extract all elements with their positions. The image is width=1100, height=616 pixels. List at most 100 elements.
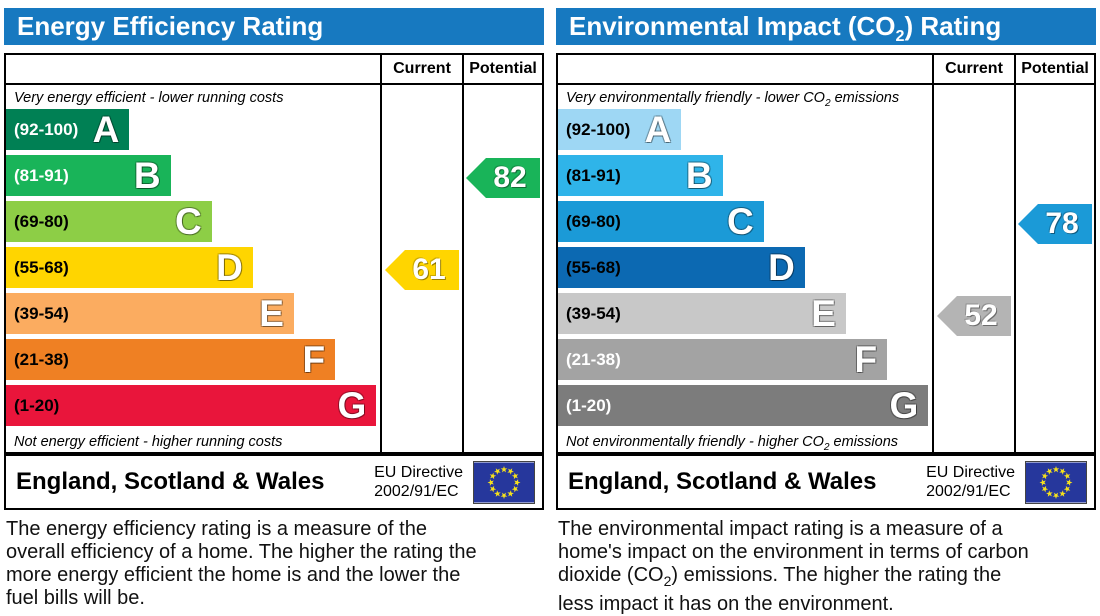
band-bar-g: (1-20) G bbox=[6, 385, 377, 426]
band-range-label: (39-54) bbox=[566, 303, 621, 323]
potential-column: 78 bbox=[1014, 85, 1094, 452]
top-note: Very environmentally friendly - lower CO… bbox=[558, 85, 932, 109]
region-label: England, Scotland & Wales bbox=[568, 468, 877, 495]
band-row-f: (21-38) F bbox=[6, 339, 380, 385]
band-row-b: (81-91) B bbox=[558, 155, 932, 201]
description-text: ) emissions. The higher the rating the l… bbox=[558, 564, 1002, 615]
band-range-label: (81-91) bbox=[14, 165, 69, 185]
band-bar-a: (92-100) A bbox=[558, 109, 682, 150]
band-letter: B bbox=[133, 155, 161, 196]
eu-directive-line2: 2002/91/EC bbox=[926, 483, 1011, 500]
top-note-text: Very energy efficient - lower running co… bbox=[14, 90, 284, 106]
band-row-e: (39-54) E bbox=[6, 293, 380, 339]
band-range-label: (39-54) bbox=[14, 303, 69, 323]
potential-column-header: Potential bbox=[462, 55, 542, 85]
bottom-note: Not energy efficient - higher running co… bbox=[6, 431, 380, 452]
band-letter: E bbox=[811, 293, 836, 334]
eu-flag-icon bbox=[1025, 460, 1087, 504]
description-text: The environmental impact rating is a mea… bbox=[558, 518, 1029, 586]
band-letter: D bbox=[216, 247, 243, 288]
band-row-c: (69-80) C bbox=[6, 201, 380, 247]
bottom-note: Not environmentally friendly - higher CO… bbox=[558, 431, 932, 452]
current-rating-value: 52 bbox=[964, 299, 998, 332]
panel-title: Environmental Impact (CO2) Rating bbox=[556, 8, 1096, 45]
bottom-note-subscript: 2 bbox=[823, 441, 830, 452]
band-row-g: (1-20) G bbox=[558, 385, 932, 431]
band-bar-f: (21-38) F bbox=[6, 339, 336, 380]
top-note-text: emissions bbox=[830, 90, 900, 106]
band-range-label: (81-91) bbox=[566, 165, 621, 185]
potential-rating-arrow: 82 bbox=[466, 158, 540, 198]
energy-efficiency-panel: Energy Efficiency Rating Current Potenti… bbox=[4, 8, 544, 616]
eu-directive-line1: EU Directive bbox=[926, 464, 1015, 481]
potential-column-header: Potential bbox=[1014, 55, 1094, 85]
eu-flag-icon bbox=[473, 460, 535, 504]
band-letter: B bbox=[685, 155, 713, 196]
band-row-d: (55-68) D bbox=[558, 247, 932, 293]
band-bar-d: (55-68) D bbox=[6, 247, 253, 288]
band-bar-e: (39-54) E bbox=[558, 293, 846, 334]
band-letter: C bbox=[174, 201, 202, 242]
band-letter: G bbox=[337, 385, 367, 426]
eu-directive-line1: EU Directive bbox=[374, 464, 463, 481]
band-letter: E bbox=[259, 293, 284, 334]
panel-title-text: ) Rating bbox=[904, 11, 1002, 41]
band-range-label: (55-68) bbox=[566, 257, 621, 277]
rating-chart: Current Potential Very environmentally f… bbox=[556, 53, 1096, 454]
bottom-note-text: Not environmentally friendly - higher CO bbox=[566, 434, 824, 450]
panel-title-text: Environmental Impact (CO bbox=[569, 11, 896, 41]
current-column-header: Current bbox=[380, 55, 462, 85]
band-row-e: (39-54) E bbox=[558, 293, 932, 339]
panel-title-text: Energy Efficiency Rating bbox=[17, 11, 324, 41]
region-label: England, Scotland & Wales bbox=[16, 468, 325, 495]
band-row-d: (55-68) D bbox=[6, 247, 380, 293]
current-column: 61 bbox=[380, 85, 462, 452]
band-range-label: (21-38) bbox=[566, 349, 621, 369]
description-text: The energy efficiency rating is a measur… bbox=[6, 518, 477, 609]
band-row-c: (69-80) C bbox=[558, 201, 932, 247]
potential-rating-arrow: 78 bbox=[1018, 204, 1092, 244]
band-range-label: (92-100) bbox=[14, 119, 79, 139]
bottom-note-text: Not energy efficient - higher running co… bbox=[14, 434, 283, 450]
band-row-a: (92-100) A bbox=[6, 109, 380, 155]
band-bar-e: (39-54) E bbox=[6, 293, 294, 334]
band-bar-a: (92-100) A bbox=[6, 109, 130, 150]
band-range-label: (69-80) bbox=[14, 211, 69, 231]
current-rating-arrow: 52 bbox=[937, 296, 1011, 336]
rating-chart: Current Potential Very energy efficient … bbox=[4, 53, 544, 454]
band-bar-b: (81-91) B bbox=[558, 155, 723, 196]
potential-column: 82 bbox=[462, 85, 542, 452]
chart-footer: England, Scotland & Wales EU Directive 20… bbox=[4, 453, 544, 510]
band-range-label: (21-38) bbox=[14, 349, 69, 369]
bands-column: Very energy efficient - lower running co… bbox=[6, 85, 380, 452]
band-range-label: (1-20) bbox=[566, 395, 612, 415]
band-letter: A bbox=[644, 109, 672, 150]
band-range-label: (55-68) bbox=[14, 257, 69, 277]
corner-cell bbox=[558, 55, 932, 85]
eu-directive-label: EU Directive 2002/91/EC bbox=[926, 463, 1015, 501]
eu-directive-label: EU Directive 2002/91/EC bbox=[374, 463, 463, 501]
corner-cell bbox=[6, 55, 380, 85]
potential-rating-value: 82 bbox=[493, 161, 527, 194]
band-range-label: (69-80) bbox=[566, 211, 621, 231]
band-bar-c: (69-80) C bbox=[558, 201, 764, 242]
current-column: 52 bbox=[932, 85, 1014, 452]
potential-rating-value: 78 bbox=[1045, 207, 1079, 240]
band-row-g: (1-20) G bbox=[6, 385, 380, 431]
panel-description: The energy efficiency rating is a measur… bbox=[6, 518, 484, 616]
band-row-b: (81-91) B bbox=[6, 155, 380, 201]
band-letter: D bbox=[768, 247, 795, 288]
current-column-header: Current bbox=[932, 55, 1014, 85]
panel-title-subscript: 2 bbox=[895, 27, 905, 46]
band-bar-g: (1-20) G bbox=[558, 385, 929, 426]
top-note-text: Very environmentally friendly - lower CO bbox=[566, 90, 825, 106]
environmental-impact-panel: Environmental Impact (CO2) Rating Curren… bbox=[556, 8, 1096, 616]
eu-directive-line2: 2002/91/EC bbox=[374, 483, 459, 500]
band-letter: F bbox=[302, 339, 326, 380]
band-row-a: (92-100) A bbox=[558, 109, 932, 155]
chart-footer: England, Scotland & Wales EU Directive 20… bbox=[556, 453, 1096, 510]
band-row-f: (21-38) F bbox=[558, 339, 932, 385]
band-letter: C bbox=[726, 201, 754, 242]
band-range-label: (92-100) bbox=[566, 119, 631, 139]
